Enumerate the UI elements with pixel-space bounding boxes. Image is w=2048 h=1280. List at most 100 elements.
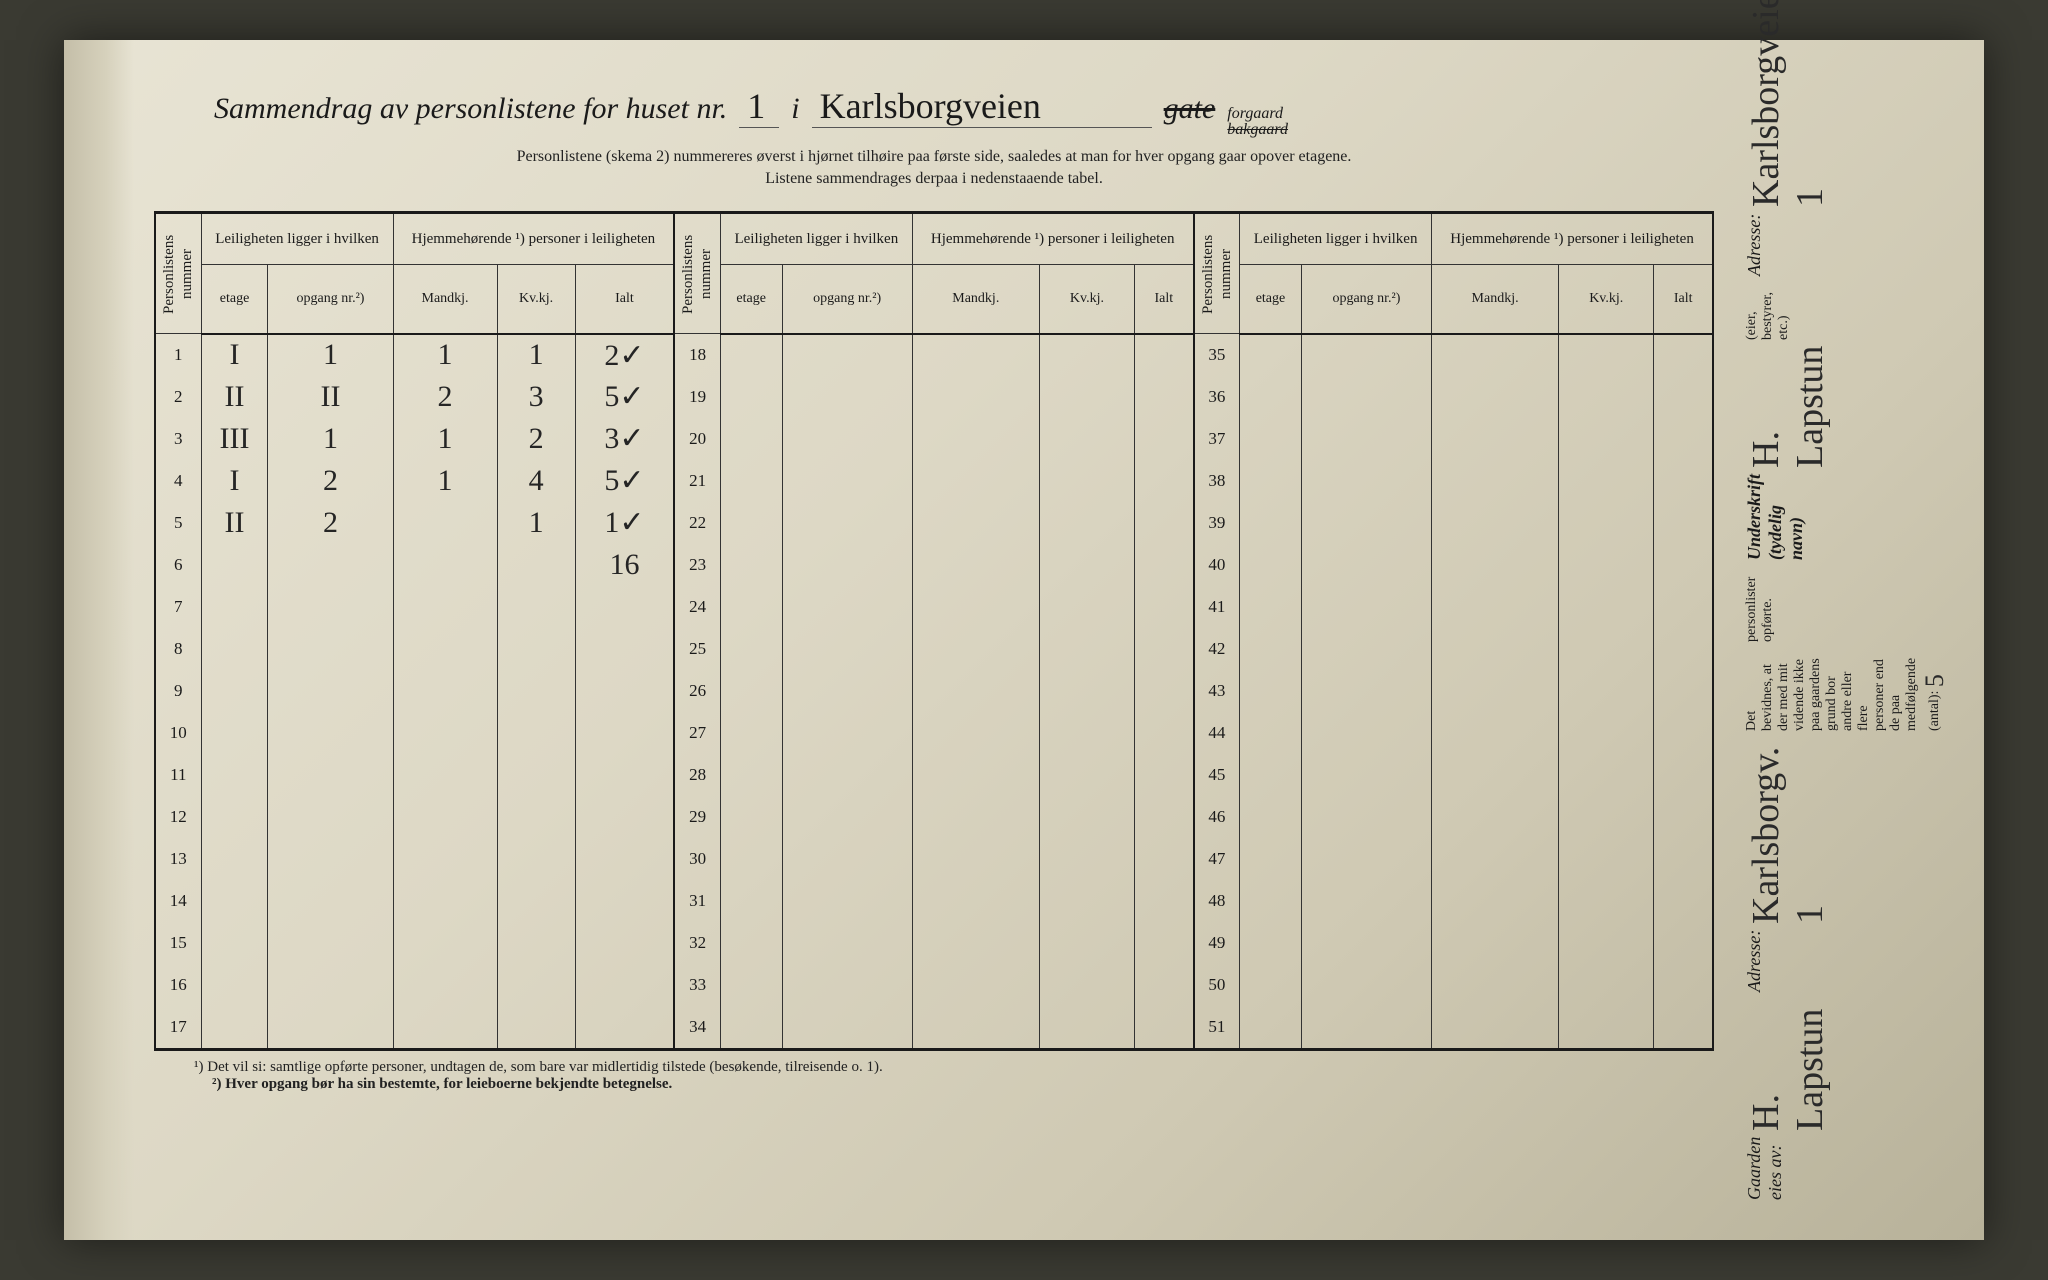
- footnote-1: ¹) Det vil si: samtlige opførte personer…: [194, 1059, 1714, 1076]
- title-prefix: Sammendrag av personlistene for huset nr…: [214, 92, 727, 126]
- table-cell: [912, 670, 1039, 712]
- table-cell: 50: [1194, 964, 1240, 1006]
- col-leiligheten-2: Leiligheten ligger i hvilken: [720, 214, 912, 265]
- table-cell: 7: [155, 586, 201, 628]
- table-cell: [782, 838, 912, 880]
- table-cell: [1301, 964, 1431, 1006]
- table-cell: [1654, 586, 1713, 628]
- table-cell: [1039, 754, 1134, 796]
- table-cell: [1039, 586, 1134, 628]
- table-cell: 3: [497, 376, 575, 418]
- table-cell: [1559, 670, 1654, 712]
- table-cell: [575, 1006, 674, 1048]
- table-cell: [782, 502, 912, 544]
- table-cell: [268, 964, 393, 1006]
- table-cell: [1240, 880, 1302, 922]
- table-cell: [1432, 544, 1559, 586]
- table-cell: 47: [1194, 838, 1240, 880]
- table-cell: [720, 502, 782, 544]
- table-cell: [1432, 712, 1559, 754]
- table-cell: [1240, 460, 1302, 502]
- table-cell: [1135, 334, 1194, 376]
- table-cell: [201, 544, 268, 586]
- table-row: 92643: [155, 670, 1713, 712]
- table-cell: [912, 796, 1039, 838]
- table-cell: [782, 1006, 912, 1048]
- table-cell: [1559, 796, 1654, 838]
- table-cell: [201, 964, 268, 1006]
- table-cell: [201, 796, 268, 838]
- col-ialt-3: Ialt: [1654, 265, 1713, 334]
- side-panel: Gaarden eies av: H. Lapstun Adresse: Kar…: [1744, 85, 1924, 1210]
- table-cell: [497, 628, 575, 670]
- table-cell: [393, 502, 497, 544]
- table-cell: [575, 754, 674, 796]
- table-cell: [268, 1006, 393, 1048]
- col-ialt: Ialt: [575, 265, 674, 334]
- table-cell: [575, 880, 674, 922]
- table-cell: 36: [1194, 376, 1240, 418]
- table-cell: [720, 1006, 782, 1048]
- table-cell: 10: [155, 712, 201, 754]
- street-fill: Karlsborgveien: [812, 85, 1152, 128]
- table-cell: 6: [155, 544, 201, 586]
- table-cell: 1: [155, 334, 201, 376]
- table-cell: [393, 796, 497, 838]
- table-cell: [1135, 1006, 1194, 1048]
- table-cell: [912, 586, 1039, 628]
- table-cell: [1654, 334, 1713, 376]
- table-cell: [1135, 460, 1194, 502]
- col-leiligheten: Leiligheten ligger i hvilken: [201, 214, 393, 265]
- table-cell: [1559, 964, 1654, 1006]
- table-cell: [393, 628, 497, 670]
- table-cell: 31: [674, 880, 720, 922]
- table-cell: [720, 544, 782, 586]
- table-cell: [1432, 838, 1559, 880]
- table-cell: [912, 922, 1039, 964]
- table-cell: 9: [155, 670, 201, 712]
- table-cell: [912, 628, 1039, 670]
- table-cell: [1301, 418, 1431, 460]
- table-cell: [268, 796, 393, 838]
- table-cell: [782, 964, 912, 1006]
- table-cell: [1135, 628, 1194, 670]
- table-cell: [720, 670, 782, 712]
- table-cell: [497, 880, 575, 922]
- table-cell: [1432, 1006, 1559, 1048]
- table-cell: [782, 460, 912, 502]
- table-cell: [1240, 586, 1302, 628]
- table-cell: [1654, 418, 1713, 460]
- table-cell: [1654, 628, 1713, 670]
- table-cell: [782, 544, 912, 586]
- table-cell: [497, 1006, 575, 1048]
- col-leiligheten-3: Leiligheten ligger i hvilken: [1240, 214, 1432, 265]
- table-cell: [1301, 922, 1431, 964]
- table-cell: [268, 712, 393, 754]
- table-cell: [912, 964, 1039, 1006]
- col-mandkj-2: Mandkj.: [912, 265, 1039, 334]
- table-cell: [1039, 712, 1134, 754]
- table-cell: [912, 418, 1039, 460]
- table-cell: [1135, 586, 1194, 628]
- table-cell: [268, 670, 393, 712]
- table-cell: 24: [674, 586, 720, 628]
- table-cell: [1240, 334, 1302, 376]
- table-cell: [1039, 544, 1134, 586]
- col-mandkj-3: Mandkj.: [1432, 265, 1559, 334]
- table-cell: [720, 964, 782, 1006]
- table-cell: [201, 712, 268, 754]
- table-cell: 44: [1194, 712, 1240, 754]
- table-cell: 1: [268, 418, 393, 460]
- col-mandkj: Mandkj.: [393, 265, 497, 334]
- gate-strike: gate: [1164, 92, 1216, 126]
- table-cell: [782, 712, 912, 754]
- col-hjemmehorende-2: Hjemmehørende ¹) personer i leiligheten: [912, 214, 1193, 265]
- table-cell: [1654, 1006, 1713, 1048]
- table-cell: [201, 1006, 268, 1048]
- table-cell: [782, 586, 912, 628]
- table-cell: 8: [155, 628, 201, 670]
- table-cell: [393, 922, 497, 964]
- table-cell: [912, 712, 1039, 754]
- title-i: i: [791, 92, 799, 126]
- table-cell: [782, 880, 912, 922]
